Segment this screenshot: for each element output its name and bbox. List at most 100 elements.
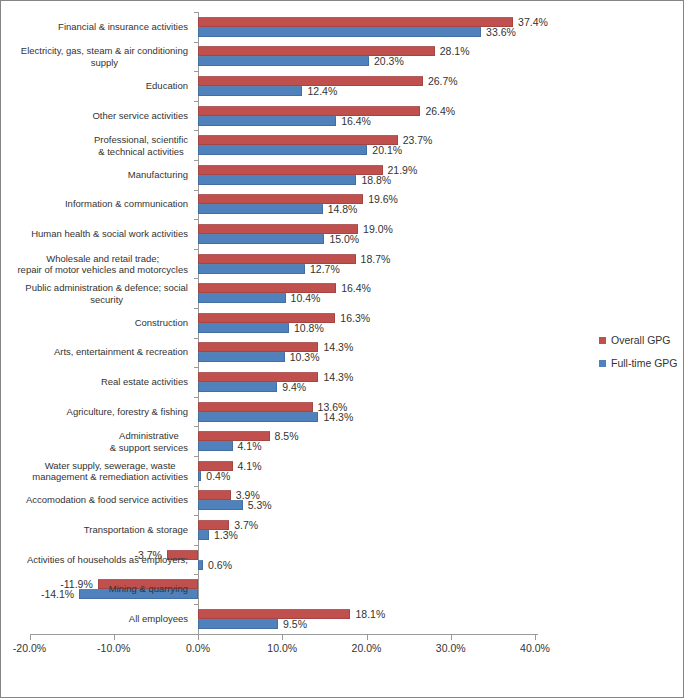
value-label: 10.8% [294,323,324,333]
value-label: 16.4% [341,283,371,293]
value-label: 14.3% [323,342,353,352]
category-axis-tick [194,190,198,191]
value-axis-tick [451,634,452,640]
value-axis-tick-label: -10.0% [86,642,142,654]
value-label: 8.5% [275,431,299,441]
bar-full-time-gpg [198,116,336,126]
value-axis-tick [535,634,536,640]
value-axis-tick [114,634,115,640]
value-label: 21.9% [388,165,418,175]
value-label: 14.3% [323,412,353,422]
bar-overall-gpg [198,17,513,27]
category-label: Water supply, sewerage, wastemanagement … [32,459,188,482]
value-axis-tick-label: 10.0% [254,642,310,654]
bar-full-time-gpg [198,352,285,362]
value-label: 16.3% [340,313,370,323]
category-axis-tick [194,515,198,516]
bar-overall-gpg [198,402,313,412]
category-axis-tick [194,71,198,72]
value-label: 4.1% [238,441,262,451]
category-axis-tick [194,574,198,575]
value-label: 16.4% [341,116,371,126]
bar-full-time-gpg [198,264,305,274]
bar-full-time-gpg [198,204,323,214]
category-axis-tick [194,486,198,487]
bar-full-time-gpg [198,619,278,629]
bar-full-time-gpg [198,382,277,392]
value-label: 23.7% [403,135,433,145]
bar-full-time-gpg [198,27,481,37]
category-label: Public administration & defence; socials… [25,282,188,305]
value-label: 0.4% [206,471,230,481]
legend-item-fulltime-gpg: Full-time GPG [599,357,678,369]
category-label: Administrative& support services [110,430,188,453]
value-label: 9.5% [283,619,307,629]
value-label: 20.1% [372,145,402,155]
category-label: Education [146,80,188,92]
value-label: 12.4% [307,86,337,96]
category-label: Mining & quarrying [109,583,188,595]
bar-full-time-gpg [198,500,243,510]
bar-full-time-gpg [198,560,203,570]
value-label: 10.4% [291,293,321,303]
legend-swatch-fulltime-gpg-icon [599,360,606,367]
value-label: 1.3% [214,530,238,540]
category-axis-tick [194,160,198,161]
category-label: Arts, entertainment & recreation [54,347,188,359]
value-axis-tick [30,634,31,640]
category-axis-tick [194,308,198,309]
bar-full-time-gpg [198,323,289,333]
category-label: Accomodation & food service activities [26,495,188,507]
bar-full-time-gpg [198,145,367,155]
category-label: Manufacturing [128,169,188,181]
value-label: 14.3% [323,372,353,382]
legend: Overall GPG Full-time GPG [599,334,678,380]
bar-full-time-gpg [198,293,286,303]
bar-full-time-gpg [198,530,209,540]
category-label: Real estate activities [101,376,188,388]
category-label: Transportation & storage [84,524,188,536]
category-label: Information & communication [65,199,188,211]
category-label: Human health & social work activities [31,228,188,240]
bar-full-time-gpg [198,175,356,185]
value-axis-line [30,634,539,635]
value-label: 28.1% [440,46,470,56]
bar-overall-gpg [198,135,398,145]
category-axis-tick [194,604,198,605]
bar-full-time-gpg [198,471,201,481]
value-label: 9.4% [282,382,306,392]
bar-overall-gpg [198,490,231,500]
value-axis-tick [198,634,199,640]
value-label: 26.4% [425,106,455,116]
bar-full-time-gpg [198,412,318,422]
category-label: All employees [129,613,188,625]
value-axis-tick [367,634,368,640]
value-label: 18.8% [361,175,391,185]
legend-label-fulltime-gpg: Full-time GPG [611,357,678,369]
value-label: 19.0% [363,224,393,234]
bar-overall-gpg [198,609,350,619]
value-axis-tick-label: 30.0% [423,642,479,654]
value-label: 14.8% [328,204,358,214]
category-label: Activities of households as employers; [27,554,188,566]
category-axis-tick [194,42,198,43]
bar-overall-gpg [198,106,420,116]
category-label: Electricity, gas, steam & air conditioni… [21,45,188,68]
legend-label-overall-gpg: Overall GPG [611,334,671,346]
legend-item-overall-gpg: Overall GPG [599,334,678,346]
value-label: 15.0% [329,234,359,244]
value-label: 4.1% [238,461,262,471]
bar-full-time-gpg [198,56,369,66]
category-axis-tick [194,545,198,546]
value-label: 37.4% [518,17,548,27]
category-label: Wholesale and retail trade;repair of mot… [17,252,188,275]
bar-full-time-gpg [198,86,302,96]
value-label: 20.3% [374,56,404,66]
value-label: 12.7% [310,264,340,274]
category-label: Other service activities [92,110,188,122]
value-axis-tick-label: 40.0% [507,642,563,654]
category-label: Financial & insurance activities [58,21,188,33]
gender-pay-gap-bar-chart: Financial & insurance activities37.4%33.… [0,0,684,698]
category-axis-tick [194,426,198,427]
value-label: 18.7% [361,254,391,264]
